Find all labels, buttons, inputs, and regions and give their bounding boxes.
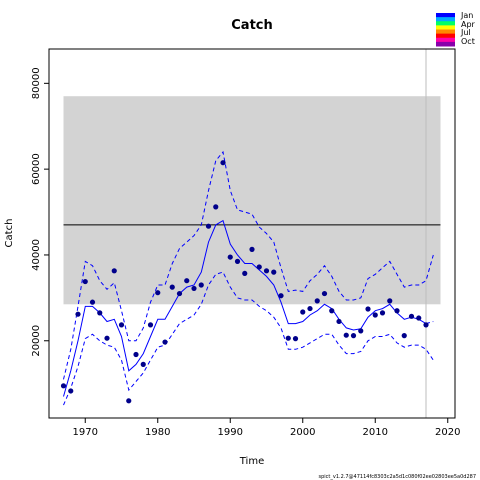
x-tick-label: 2010: [363, 427, 388, 438]
observation-point: [155, 290, 161, 296]
observation-point: [387, 298, 393, 304]
observation-point: [263, 268, 270, 274]
observation-point: [89, 299, 96, 305]
legend-color-swatch: [436, 25, 455, 30]
observation-point: [213, 204, 219, 210]
observation-point: [176, 290, 183, 297]
y-axis-label: Catch: [4, 219, 15, 248]
msy-band: [63, 96, 441, 305]
observation-point: [292, 336, 299, 342]
observation-point: [133, 351, 139, 358]
x-axis-label: Time: [239, 456, 264, 467]
observation-point: [321, 290, 328, 297]
observation-point: [220, 160, 226, 166]
observation-point: [343, 332, 349, 338]
x-tick-label: 1970: [73, 427, 98, 438]
observation-point: [329, 308, 335, 314]
x-tick-label: 1980: [145, 427, 170, 438]
observation-point: [184, 278, 190, 284]
y-tick-label: 20000: [31, 325, 42, 357]
observation-point: [278, 293, 284, 299]
x-axis: 1970 1980 1990 2000 2010 2020: [73, 418, 460, 438]
legend-color-swatch: [436, 13, 455, 18]
observation-point: [227, 254, 233, 260]
observation-point: [365, 306, 371, 312]
legend-label-apr: Apr: [461, 20, 476, 29]
legend-color-swatch: [436, 33, 455, 39]
season-legend: Jan Apr Jul Oct: [436, 11, 476, 47]
observation-point: [140, 361, 146, 367]
observation-point: [104, 335, 110, 341]
observation-point: [60, 383, 67, 389]
y-tick-label: 40000: [31, 239, 42, 271]
plot-area: [60, 49, 441, 418]
observation-point: [234, 258, 241, 264]
chart-title: Catch: [231, 18, 273, 33]
legend-color-swatch: [436, 21, 455, 26]
observation-point: [97, 310, 103, 316]
legend-color-swatch: [436, 29, 455, 35]
observation-point: [68, 388, 74, 394]
observation-point: [82, 278, 88, 285]
observation-point: [126, 398, 132, 404]
observation-point: [300, 309, 306, 315]
observation-point: [416, 315, 422, 321]
legend-color-bar: [436, 13, 455, 47]
observation-point: [314, 298, 320, 304]
legend-color-swatch: [436, 37, 455, 43]
observation-point: [307, 305, 313, 312]
observation-point: [394, 308, 400, 314]
observation-point: [372, 312, 378, 318]
legend-color-swatch: [436, 41, 455, 47]
observation-point: [336, 318, 342, 325]
observation-point: [162, 339, 168, 345]
observation-point: [256, 264, 262, 270]
observation-point: [249, 246, 255, 252]
observation-point: [147, 322, 154, 328]
observation-point: [198, 282, 204, 288]
observation-point: [242, 270, 248, 277]
series-line-0: [63, 219, 427, 397]
series-line-3: [63, 271, 434, 406]
legend-color-swatch: [436, 17, 455, 22]
series-line-2: [63, 150, 434, 380]
observation-point: [169, 284, 175, 290]
observation-point: [408, 313, 415, 319]
observation-point: [191, 285, 197, 292]
legend-label-jan: Jan: [460, 11, 473, 20]
observation-point: [271, 269, 277, 275]
footer-version: spict_v1.2.7@47114fc8303c2a5d1c080f02ee0…: [319, 474, 477, 480]
y-tick-label: 80000: [31, 67, 42, 99]
plot-frame: [48, 48, 456, 419]
observation-point: [401, 333, 407, 339]
legend-label-jul: Jul: [460, 28, 471, 37]
x-tick-label: 1990: [218, 427, 243, 438]
x-tick-label: 2020: [435, 427, 460, 438]
observation-point: [379, 310, 386, 316]
observation-point: [205, 223, 212, 229]
observation-point: [75, 311, 81, 317]
observation-point: [350, 333, 357, 339]
y-axis: 20000 40000 60000 80000: [31, 67, 49, 357]
x-tick-label: 2000: [290, 427, 315, 438]
legend-label-oct: Oct: [461, 37, 475, 46]
observation-point: [285, 335, 291, 341]
observation-point: [423, 322, 429, 328]
y-tick-label: 60000: [31, 153, 42, 185]
observation-point: [358, 328, 364, 334]
observation-point: [111, 268, 117, 274]
observation-point: [118, 322, 125, 328]
